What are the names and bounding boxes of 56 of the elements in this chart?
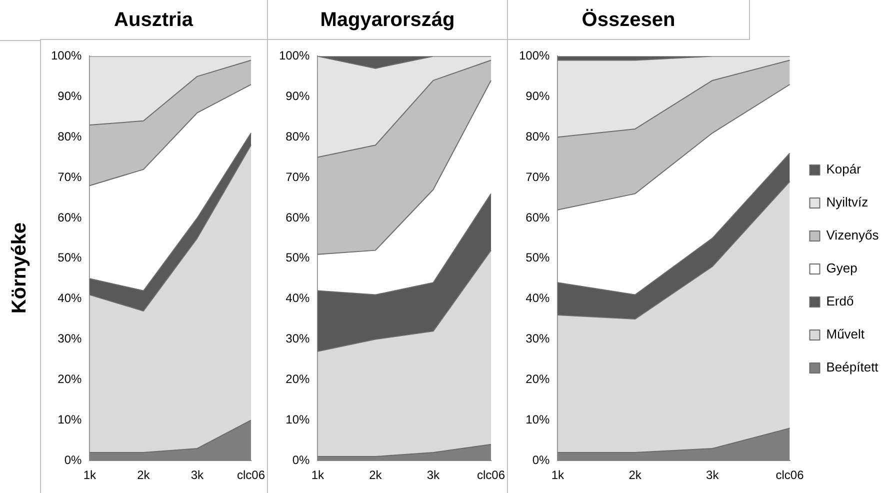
- y-tick-label: 0%: [532, 452, 550, 467]
- legend-label: Művelt: [826, 326, 865, 342]
- y-tick-label: 100%: [50, 48, 82, 63]
- y-tick-label: 40%: [526, 291, 550, 306]
- y-tick-label: 80%: [58, 129, 82, 144]
- y-tick-label: 40%: [58, 291, 82, 306]
- x-tick-label: 3k: [706, 468, 720, 482]
- legend-label: Gyep: [826, 260, 858, 276]
- y-tick-label: 70%: [286, 170, 310, 184]
- y-tick-label: 90%: [286, 88, 310, 103]
- legend-label: Erdő: [826, 294, 854, 309]
- y-tick-label: 60%: [58, 210, 82, 224]
- x-tick-label: 2k: [137, 468, 151, 482]
- y-tick-label: 30%: [58, 332, 82, 346]
- legend-label: Kopár: [826, 162, 862, 177]
- y-tick-label: 80%: [286, 129, 310, 144]
- x-tick-label: 1k: [311, 468, 326, 482]
- x-tick-label: 1k: [551, 468, 566, 482]
- chart-title: Ausztria: [40, 0, 268, 40]
- y-tick-label: 10%: [58, 412, 82, 426]
- y-tick-label: 90%: [58, 88, 82, 103]
- y-tick-label: 20%: [286, 372, 310, 386]
- y-tick-label: 0%: [64, 452, 82, 467]
- y-tick-label: 30%: [526, 332, 550, 346]
- y-tick-label: 10%: [526, 412, 550, 426]
- x-tick-label: 2k: [628, 468, 642, 482]
- chart-title: Összesen: [508, 0, 750, 40]
- x-tick-label: 2k: [369, 468, 383, 482]
- x-tick-label: 3k: [190, 468, 205, 482]
- y-tick-label: 70%: [526, 170, 550, 184]
- legend-label: Nyiltvíz: [826, 194, 868, 210]
- chart-title: Magyarország: [268, 0, 508, 40]
- y-axis-title: Környéke: [8, 222, 32, 314]
- x-tick-label: clc06: [236, 468, 266, 482]
- y-tick-label: 0%: [292, 452, 310, 467]
- legend-label: Vizenyős: [826, 228, 880, 243]
- y-tick-label: 50%: [58, 250, 82, 265]
- y-tick-label: 20%: [526, 372, 550, 386]
- legend-label: Beépített: [826, 360, 879, 375]
- y-tick-label: 50%: [526, 250, 550, 265]
- x-tick-label: 3k: [426, 468, 441, 482]
- y-tick-label: 30%: [286, 332, 310, 346]
- y-tick-label: 100%: [518, 48, 550, 63]
- y-tick-label: 90%: [526, 88, 550, 103]
- x-tick-label: clc06: [776, 468, 804, 482]
- y-tick-label: 50%: [286, 250, 310, 265]
- y-tick-label: 20%: [58, 372, 82, 386]
- x-tick-label: clc06: [476, 468, 506, 482]
- y-tick-label: 10%: [286, 412, 310, 426]
- y-tick-label: 40%: [286, 291, 310, 306]
- x-tick-label: 1k: [83, 468, 98, 482]
- y-tick-label: 70%: [58, 170, 82, 184]
- y-tick-label: 60%: [526, 210, 550, 224]
- y-tick-label: 80%: [526, 129, 550, 144]
- y-tick-label: 100%: [278, 48, 310, 63]
- y-tick-label: 60%: [286, 210, 310, 224]
